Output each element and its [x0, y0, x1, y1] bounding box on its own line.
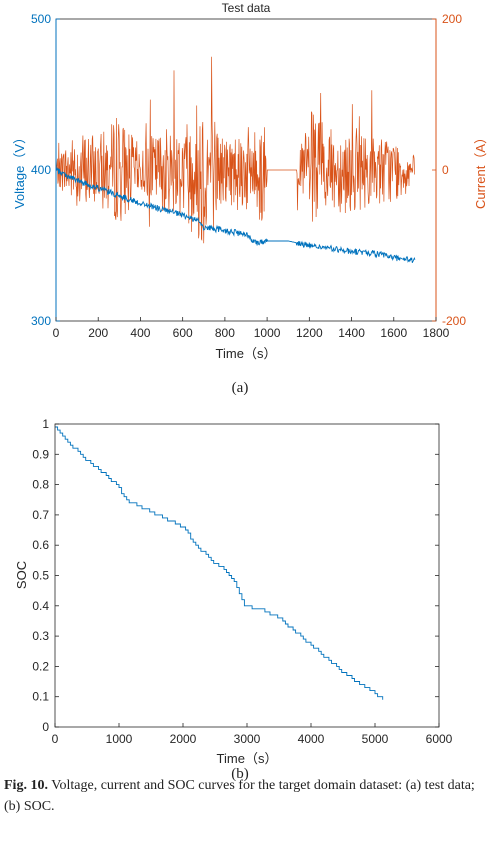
- series-current: [55, 56, 415, 244]
- chart-a-xtick-label: 600: [173, 326, 193, 340]
- chart-a-ylabel-left: Voltage（V）: [12, 131, 27, 209]
- chart-a-xtick-label: 1200: [296, 326, 323, 340]
- chart-b-ytick-label: 0.1: [32, 690, 49, 704]
- chart-a-title: Test data: [222, 1, 271, 15]
- chart-b-ytick-label: 0.2: [32, 659, 49, 673]
- chart-a-xtick-label: 1800: [423, 326, 450, 340]
- chart-soc: 0 1000 2000 3000 4000 5000 6000 0 0.1 0.2 0.3 0.4 0.…: [14, 417, 453, 782]
- chart-test-data: Test data 0 200 400 600 800 1000 1200 1400 1600 1…: [12, 1, 488, 396]
- chart-b-ytick-label: 0.3: [32, 629, 49, 643]
- chart-a-xtick-label: 1600: [380, 326, 407, 340]
- chart-a-ticks: 0 200 400 600 800 1000 1200 1400 1600 1800 300 400 5…: [31, 12, 466, 340]
- chart-a-ytick-left-label: 400: [31, 163, 51, 177]
- chart-a-xtick-label: 0: [53, 326, 60, 340]
- chart-b-ytick-label: 0.5: [32, 569, 49, 583]
- chart-b-ylabel: SOC: [14, 561, 29, 589]
- chart-a-xtick-label: 400: [130, 326, 150, 340]
- caption-text: Voltage, current and SOC curves for the …: [4, 778, 475, 814]
- series-soc: [55, 426, 384, 700]
- chart-b-xtick-label: 2000: [170, 732, 197, 746]
- chart-a-xtick-label: 1400: [338, 326, 365, 340]
- chart-b-ytick-label: 0: [42, 720, 49, 734]
- chart-b-xtick-label: 5000: [362, 732, 389, 746]
- chart-b-ytick-label: 0.8: [32, 478, 49, 492]
- chart-b-xtick-label: 4000: [298, 732, 325, 746]
- chart-a-ylabel-right: Current（A）: [473, 131, 488, 209]
- chart-a-xtick-label: 200: [88, 326, 108, 340]
- chart-a-ytick-left-label: 300: [31, 314, 51, 328]
- chart-a-ytick-right-label: -200: [442, 314, 466, 328]
- chart-a-ytick-left-label: 500: [31, 12, 51, 26]
- chart-b-ytick-label: 0.6: [32, 538, 49, 552]
- figure-caption: Fig. 10. Voltage, current and SOC curves…: [4, 775, 492, 817]
- chart-b-ytick-label: 1: [42, 417, 49, 431]
- chart-b-ytick-label: 0.7: [32, 508, 49, 522]
- chart-b-plot-frame: [54, 423, 440, 728]
- chart-a-xlabel: Time（s）: [216, 346, 277, 361]
- chart-a-ytick-right-label: 200: [442, 12, 462, 26]
- chart-b-series-group: [55, 426, 384, 700]
- chart-a-series-group: [55, 56, 416, 263]
- chart-b-xtick-label: 6000: [426, 732, 453, 746]
- chart-a-xtick-label: 800: [215, 326, 235, 340]
- chart-b-ticks: 0 1000 2000 3000 4000 5000 6000 0 0.1 0.2 0.3 0.4 0.…: [32, 417, 452, 746]
- chart-a-subcaption: (a): [232, 380, 249, 396]
- caption-label: Fig. 10.: [4, 778, 48, 793]
- chart-b-xlabel: Time（s）: [217, 751, 278, 766]
- chart-b-ytick-label: 0.9: [32, 447, 49, 461]
- chart-a-xtick-label: 1000: [254, 326, 281, 340]
- series-voltage: [55, 167, 416, 263]
- chart-a-ytick-right-label: 0: [442, 163, 449, 177]
- chart-b-xtick-label: 3000: [234, 732, 261, 746]
- chart-b-subcaption: (b): [231, 766, 249, 782]
- chart-b-xtick-label: 1000: [106, 732, 133, 746]
- chart-b-xtick-label: 0: [52, 732, 59, 746]
- chart-b-ytick-label: 0.4: [32, 599, 49, 613]
